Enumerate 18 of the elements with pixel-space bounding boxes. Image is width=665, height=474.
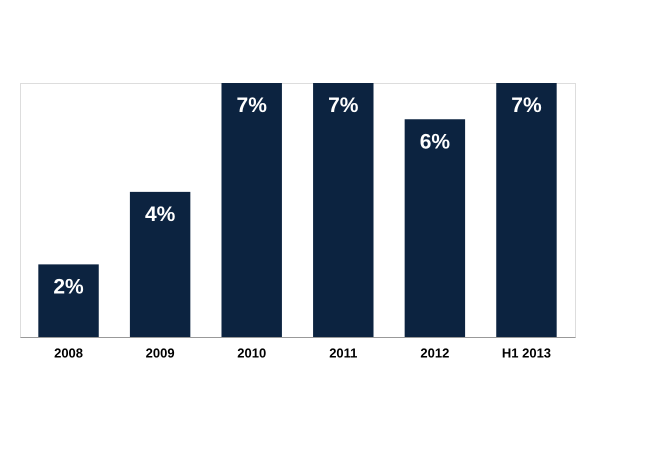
data-label: 7% — [328, 94, 359, 117]
bar — [221, 83, 282, 337]
bar — [130, 192, 190, 337]
bar — [38, 264, 99, 337]
bar — [496, 83, 557, 337]
data-label: 4% — [144, 202, 176, 226]
x-tick-label: H1 2013 — [502, 346, 552, 360]
x-tick-label: 2010 — [237, 346, 266, 360]
x-tick-label: 2012 — [420, 346, 450, 360]
data-label: 7% — [236, 94, 268, 117]
data-label: 7% — [511, 94, 542, 117]
x-tick-label: 2009 — [146, 346, 175, 360]
data-label: 6% — [420, 130, 450, 154]
data-label: 2% — [53, 275, 84, 298]
x-tick-label: 2011 — [329, 346, 358, 360]
bar — [404, 119, 466, 337]
x-tick-label: 2008 — [54, 346, 83, 360]
bar — [313, 83, 374, 337]
